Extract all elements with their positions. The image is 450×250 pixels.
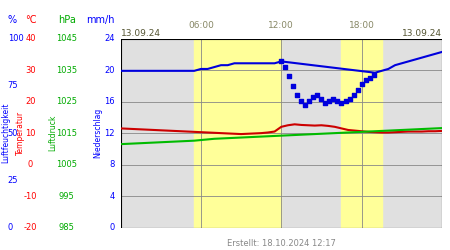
Text: 995: 995 bbox=[58, 192, 74, 200]
Point bbox=[346, 97, 353, 101]
Text: mm/h: mm/h bbox=[86, 15, 115, 25]
Text: 985: 985 bbox=[58, 223, 75, 232]
Text: -10: -10 bbox=[24, 192, 37, 200]
Text: 18:00: 18:00 bbox=[349, 21, 374, 30]
Text: °C: °C bbox=[25, 15, 36, 25]
Text: 1035: 1035 bbox=[56, 66, 77, 75]
Point bbox=[322, 101, 329, 105]
Point bbox=[282, 65, 289, 69]
Text: 1045: 1045 bbox=[56, 34, 77, 43]
Text: 4: 4 bbox=[109, 192, 115, 200]
Text: -20: -20 bbox=[24, 223, 37, 232]
Point bbox=[294, 94, 301, 98]
Text: 16: 16 bbox=[104, 97, 115, 106]
Point bbox=[286, 74, 293, 78]
Point bbox=[278, 60, 285, 64]
Text: Luftfeuchtigkeit: Luftfeuchtigkeit bbox=[1, 103, 10, 164]
Text: 0: 0 bbox=[109, 223, 115, 232]
Point bbox=[358, 82, 365, 86]
Text: 10: 10 bbox=[25, 128, 36, 138]
Point bbox=[310, 95, 317, 99]
Text: 12: 12 bbox=[104, 128, 115, 138]
Text: 50: 50 bbox=[8, 128, 18, 138]
Text: 40: 40 bbox=[25, 34, 36, 43]
Text: 1015: 1015 bbox=[56, 128, 77, 138]
Point bbox=[290, 84, 297, 88]
Text: 12:00: 12:00 bbox=[268, 21, 294, 30]
Point bbox=[350, 94, 357, 98]
Text: 1005: 1005 bbox=[56, 160, 77, 169]
Text: 75: 75 bbox=[8, 82, 18, 90]
Point bbox=[334, 99, 341, 103]
Text: 30: 30 bbox=[25, 66, 36, 75]
Text: 8: 8 bbox=[109, 160, 115, 169]
Point bbox=[342, 99, 349, 103]
Point bbox=[318, 97, 325, 101]
Text: 20: 20 bbox=[104, 66, 115, 75]
Point bbox=[302, 103, 309, 107]
Point bbox=[326, 99, 333, 103]
Bar bbox=[342, 39, 382, 228]
Text: 13.09.24: 13.09.24 bbox=[402, 28, 442, 38]
Point bbox=[330, 97, 337, 101]
Point bbox=[298, 99, 305, 103]
Point bbox=[314, 94, 321, 98]
Text: %: % bbox=[8, 15, 17, 25]
Text: Temperatur: Temperatur bbox=[16, 111, 25, 155]
Point bbox=[338, 101, 345, 105]
Text: 20: 20 bbox=[25, 97, 36, 106]
Point bbox=[362, 78, 369, 82]
Text: Niederschlag: Niederschlag bbox=[94, 108, 103, 158]
Bar bbox=[194, 39, 281, 228]
Text: 06:00: 06:00 bbox=[188, 21, 214, 30]
Text: 100: 100 bbox=[8, 34, 23, 43]
Point bbox=[370, 72, 377, 76]
Text: 24: 24 bbox=[104, 34, 115, 43]
Point bbox=[366, 76, 373, 80]
Text: Erstellt: 18.10.2024 12:17: Erstellt: 18.10.2024 12:17 bbox=[227, 238, 336, 248]
Text: 0: 0 bbox=[28, 160, 33, 169]
Point bbox=[306, 99, 313, 103]
Text: Luftdruck: Luftdruck bbox=[49, 115, 58, 151]
Point bbox=[354, 88, 361, 92]
Text: 25: 25 bbox=[8, 176, 18, 185]
Text: 0: 0 bbox=[8, 223, 13, 232]
Text: hPa: hPa bbox=[58, 15, 76, 25]
Text: 1025: 1025 bbox=[56, 97, 77, 106]
Text: 13.09.24: 13.09.24 bbox=[121, 28, 161, 38]
